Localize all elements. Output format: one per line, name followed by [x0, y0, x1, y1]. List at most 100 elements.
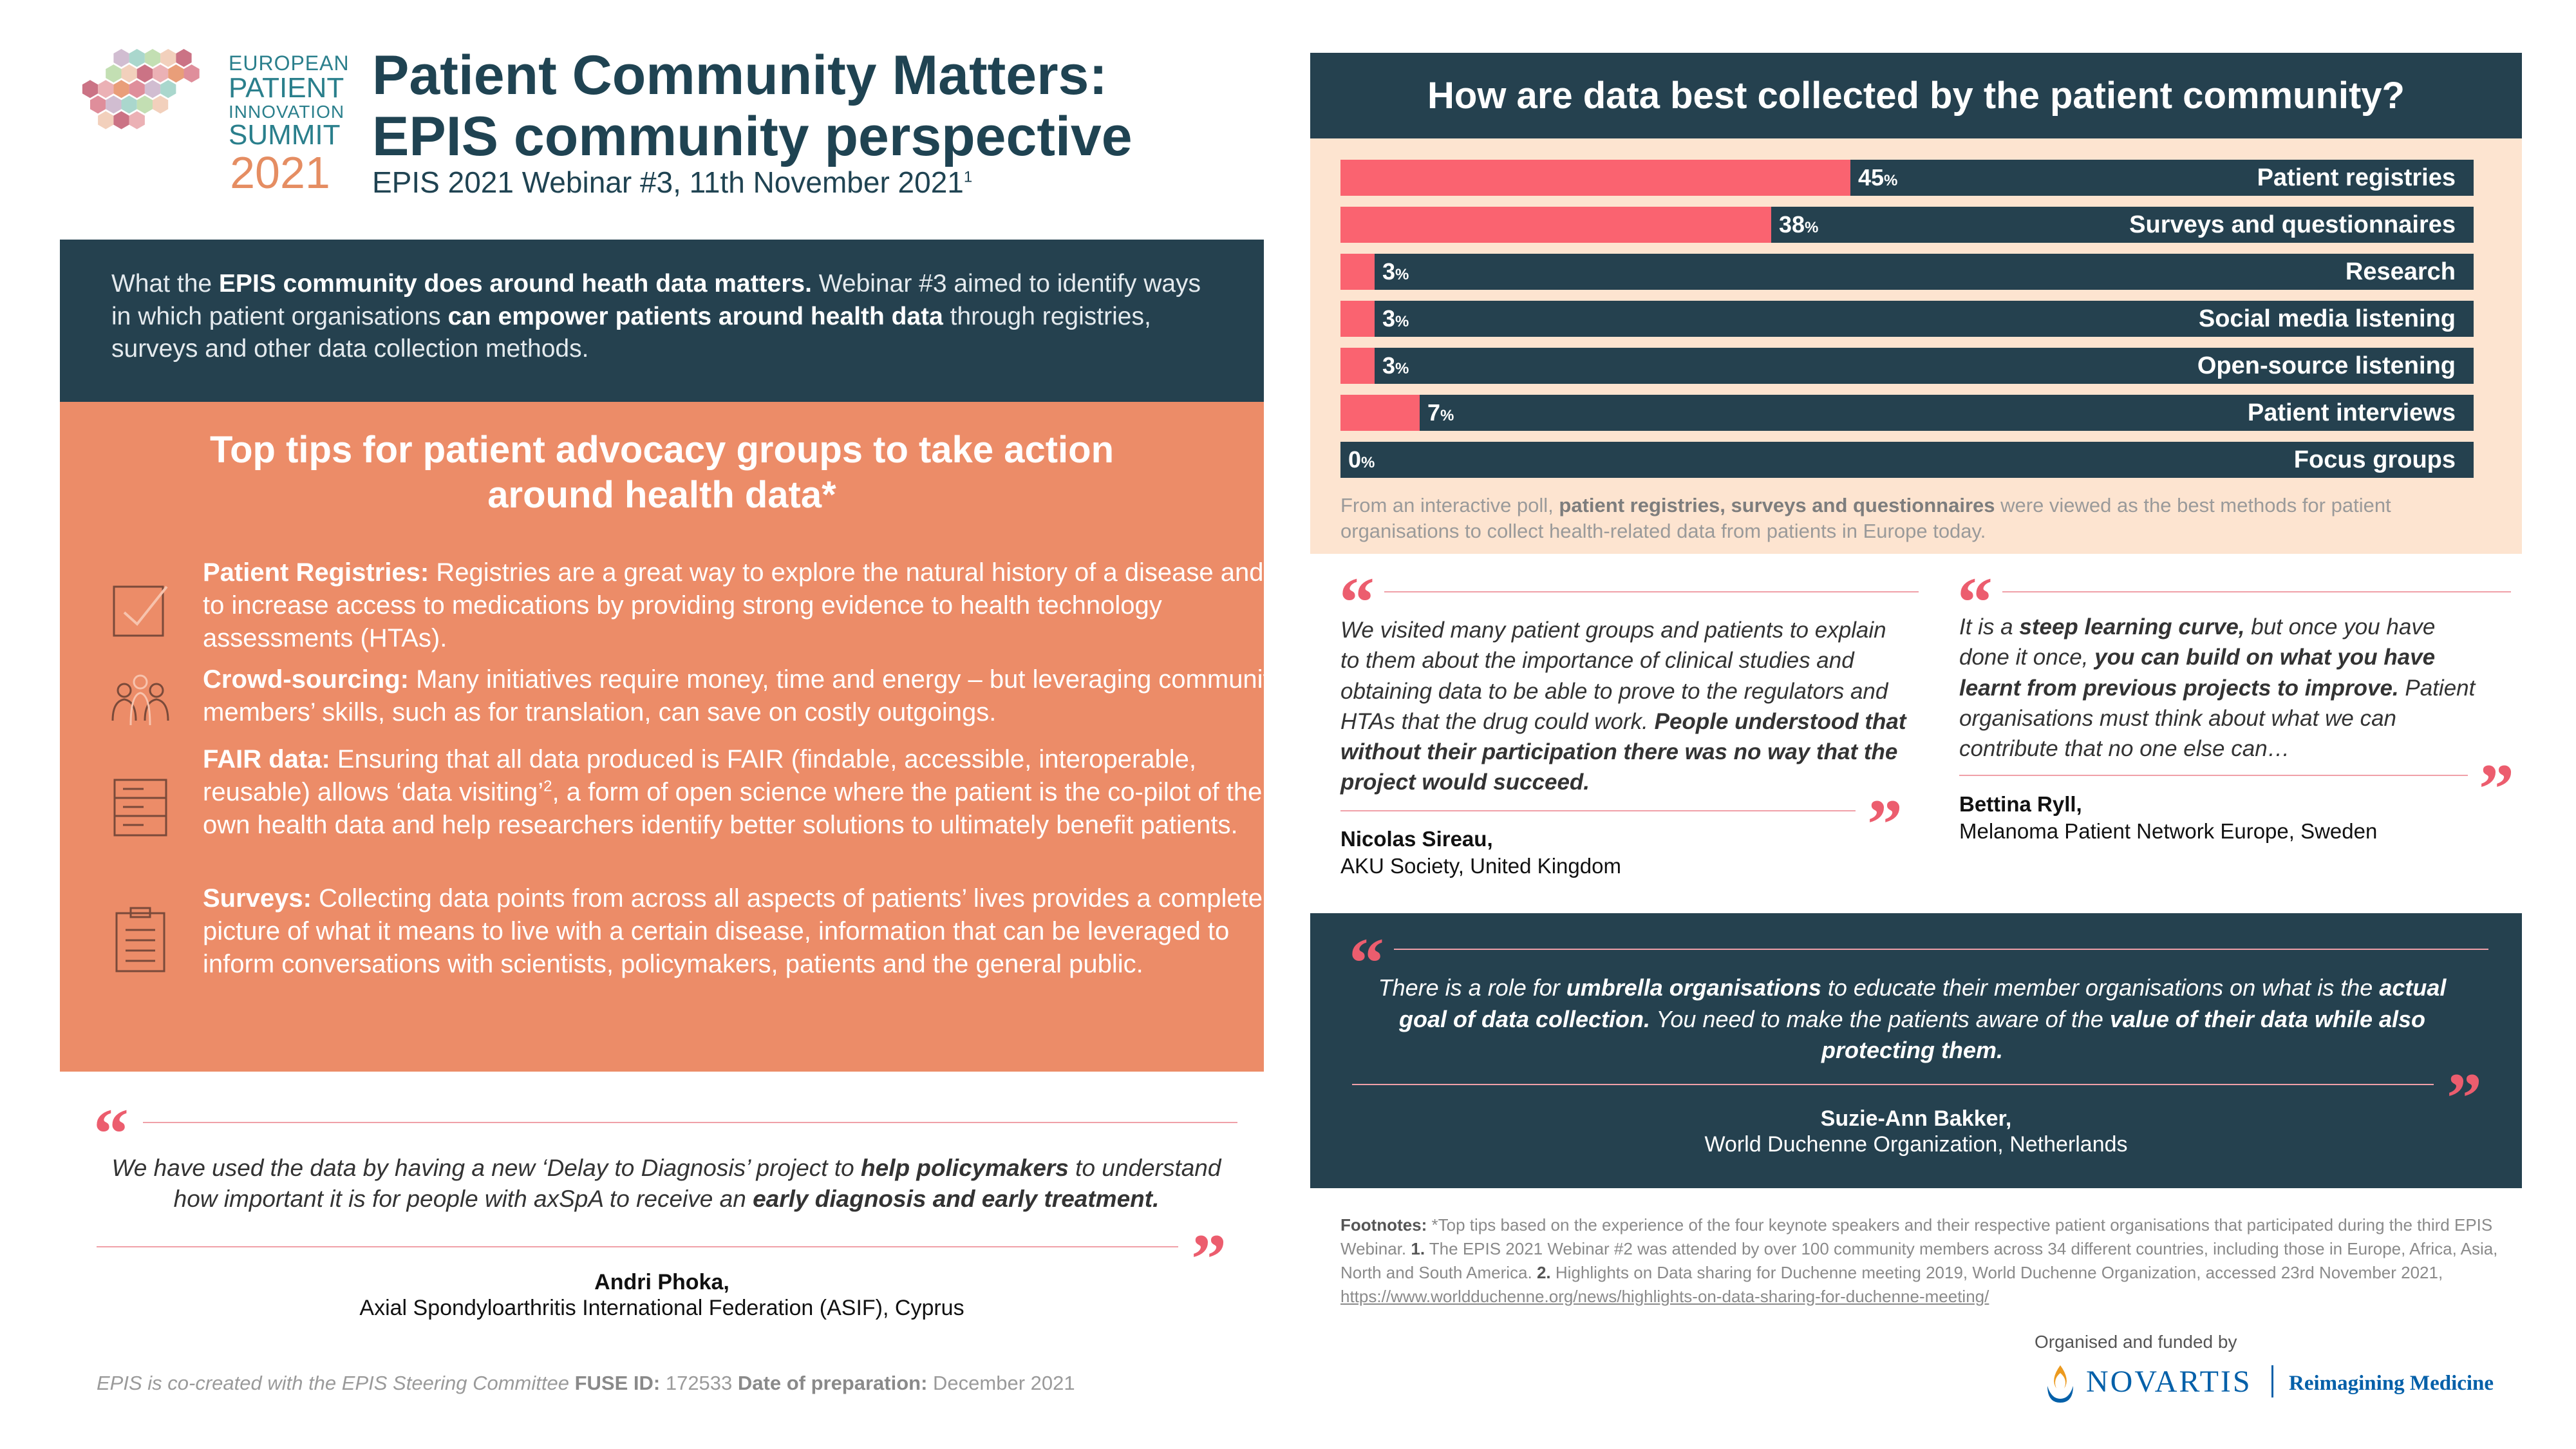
- quote-close-icon: ”: [1191, 1220, 1227, 1298]
- logo-hexagon: [106, 64, 122, 83]
- epis-logo-text: EUROPEAN PATIENT INNOVATION SUMMIT 2021: [229, 53, 349, 196]
- poll-bar-row: 7% Patient interviews: [1340, 395, 2474, 431]
- quote-open-icon: “: [1339, 563, 1375, 641]
- poll-bar-label: Surveys and questionnaires: [2129, 211, 2456, 238]
- poll-chart-panel: [1310, 138, 2522, 554]
- footer-text: EPIS is co-created with the EPIS Steerin…: [97, 1372, 575, 1394]
- clipboard-icon: [105, 904, 176, 975]
- logo-hexagon: [160, 80, 176, 99]
- quote-close-icon: ”: [2479, 750, 2514, 828]
- poll-caption-text: From an interactive poll,: [1340, 494, 1559, 516]
- quote-author-name: Andri Phoka,: [594, 1270, 729, 1294]
- fuse-id-label: FUSE ID:: [574, 1372, 661, 1394]
- intro-bold-2: can empower patients around health data: [447, 302, 943, 330]
- tip-fair-data: FAIR data: Ensuring that all data produc…: [203, 743, 1291, 841]
- poll-bar-row: 3% Open-source listening: [1340, 348, 2474, 384]
- tip-patient-registries: Patient Registries: Registries are a gre…: [203, 556, 1291, 654]
- quote-text: We have used the data by having a new ‘D…: [111, 1155, 861, 1181]
- poll-bar-row: 45% Patient registries: [1340, 160, 2474, 196]
- tip-heading: Crowd-sourcing:: [203, 665, 409, 694]
- page-subtitle: EPIS 2021 Webinar #3, 11th November 2021…: [372, 165, 972, 200]
- tip-crowd-sourcing: Crowd-sourcing: Many initiatives require…: [203, 663, 1291, 729]
- tip-text: Registries are a great way to explore th…: [203, 558, 1264, 652]
- intro-text-3: through registries, surveys and other da…: [111, 302, 1151, 363]
- quote-bold: actual goal of data collection.: [1398, 974, 2447, 1032]
- poll-bar-value: 3%: [1382, 305, 1409, 332]
- tip-heading: Patient Registries:: [203, 558, 429, 587]
- novartis-tagline: Reimagining Medicine: [2289, 1372, 2494, 1395]
- quote-text: but once you have done it once,: [1959, 614, 2436, 670]
- quote-text: You need to make the patients aware of t…: [1650, 1005, 2110, 1032]
- logo-hexagon: [144, 80, 161, 99]
- poll-bar-row: 38% Surveys and questionnaires: [1340, 207, 2474, 243]
- quote-suzie-ann-bakker: There is a role for umbrella organisatio…: [1365, 972, 2459, 1066]
- poll-bar-fill: [1340, 160, 1850, 196]
- poll-bar-value: 45%: [1858, 164, 1898, 191]
- poll-bar-row: 3% Social media listening: [1340, 301, 2474, 337]
- logo-hexagon: [129, 80, 145, 99]
- logo-hexagon: [160, 49, 176, 67]
- poll-bar-fill: [1340, 254, 1375, 290]
- logo-line-4: SUMMIT: [229, 119, 341, 151]
- page-title-line-2: EPIS community perspective: [372, 105, 1133, 167]
- tip-surveys: Surveys: Collecting data points from acr…: [203, 882, 1291, 980]
- fuse-id: 172533: [660, 1372, 738, 1394]
- poll-bar-fill: [1340, 207, 1771, 243]
- footnote-number: 1.: [1411, 1238, 1425, 1258]
- quote-author-org: Axial Spondyloarthritis International Fe…: [359, 1296, 964, 1320]
- footnote-link[interactable]: https://www.worldduchenne.org/news/highl…: [1340, 1286, 1989, 1306]
- logo-hexagon: [113, 49, 129, 67]
- poll-bar-fill: [1340, 395, 1420, 431]
- quote-divider: [1394, 949, 2488, 950]
- quote-text: It is a: [1959, 614, 2020, 639]
- quote-bold: steep learning curve,: [2019, 614, 2245, 639]
- quote-author-org: Melanoma Patient Network Europe, Sweden: [1959, 819, 2378, 843]
- subtitle-footnote-ref: 1: [963, 168, 973, 186]
- logo-hexagon: [183, 64, 200, 83]
- logo-hexagon: [176, 49, 192, 67]
- footnotes: Footnotes: *Top tips based on the experi…: [1340, 1213, 2499, 1309]
- tips-title: Top tips for patient advocacy groups to …: [60, 428, 1264, 517]
- poll-title: How are data best collected by the patie…: [1310, 53, 2522, 138]
- quote-bold: you can build on what you have learnt fr…: [1959, 645, 2436, 701]
- logo-hexagon: [90, 95, 106, 114]
- logo-hexagon: [136, 95, 153, 114]
- footnotes-label: Footnotes:: [1340, 1215, 1427, 1235]
- poll-caption-bold: patient registries, surveys and question…: [1559, 494, 1995, 516]
- poll-bar-label: Focus groups: [2293, 446, 2456, 473]
- poll-caption: From an interactive poll, patient regist…: [1340, 493, 2474, 545]
- novartis-wordmark: NOVARTIS: [2086, 1365, 2252, 1399]
- tip-heading: Surveys:: [203, 884, 312, 913]
- subtitle-text: EPIS 2021 Webinar #3, 11th November 2021: [372, 166, 964, 199]
- logo-hexagon: [129, 111, 145, 129]
- poll-bar-row: 0% Focus groups: [1340, 442, 2474, 478]
- logo-line-2: PATIENT: [229, 71, 344, 104]
- date-label: Date of preparation:: [737, 1372, 928, 1394]
- quote-divider: [1340, 810, 1856, 811]
- poll-bar-value: 7%: [1427, 399, 1454, 426]
- quote-bold: early diagnosis and early treatment.: [753, 1186, 1160, 1213]
- quote-panel-dark: [1310, 913, 2522, 1188]
- quote-bettina-ryll: It is a steep learning curve, but once y…: [1959, 612, 2487, 764]
- people-icon: [105, 666, 176, 737]
- quote-author-name: Bettina Ryll,: [1959, 792, 2082, 816]
- logo-hexagon: [121, 95, 137, 114]
- quote-author-name: Nicolas Sireau,: [1340, 827, 1493, 851]
- logo-hexagon: [113, 80, 129, 99]
- intro-text-1: What the: [111, 270, 219, 298]
- page-title-line-1: Patient Community Matters:: [372, 44, 1108, 106]
- quote-open-icon: “: [93, 1094, 129, 1173]
- tip-text-cont: , a form of open science where the patie…: [203, 777, 1277, 839]
- tips-title-line-2: around health data*: [487, 473, 836, 516]
- quote-divider: [1352, 1084, 2434, 1085]
- quote-text: to educate their member organisations on…: [1821, 974, 2380, 1001]
- page-title: Patient Community Matters: EPIS communit…: [372, 45, 1209, 167]
- quote-text: We visited many patient groups and patie…: [1340, 618, 1888, 734]
- quote-author-org: World Duchenne Organization, Netherlands: [1704, 1132, 2128, 1157]
- footnote-text: Highlights on Data sharing for Duchenne …: [1550, 1262, 2443, 1282]
- intro-text-2: Webinar #3 aimed to identify ways in whi…: [111, 270, 1201, 330]
- quote-close-icon: ”: [2447, 1059, 2482, 1137]
- tip-text: Ensuring that all data produced is FAIR …: [203, 745, 1197, 806]
- logo-hexagon: [153, 64, 169, 83]
- poll-bar-label: Patient interviews: [2247, 399, 2456, 426]
